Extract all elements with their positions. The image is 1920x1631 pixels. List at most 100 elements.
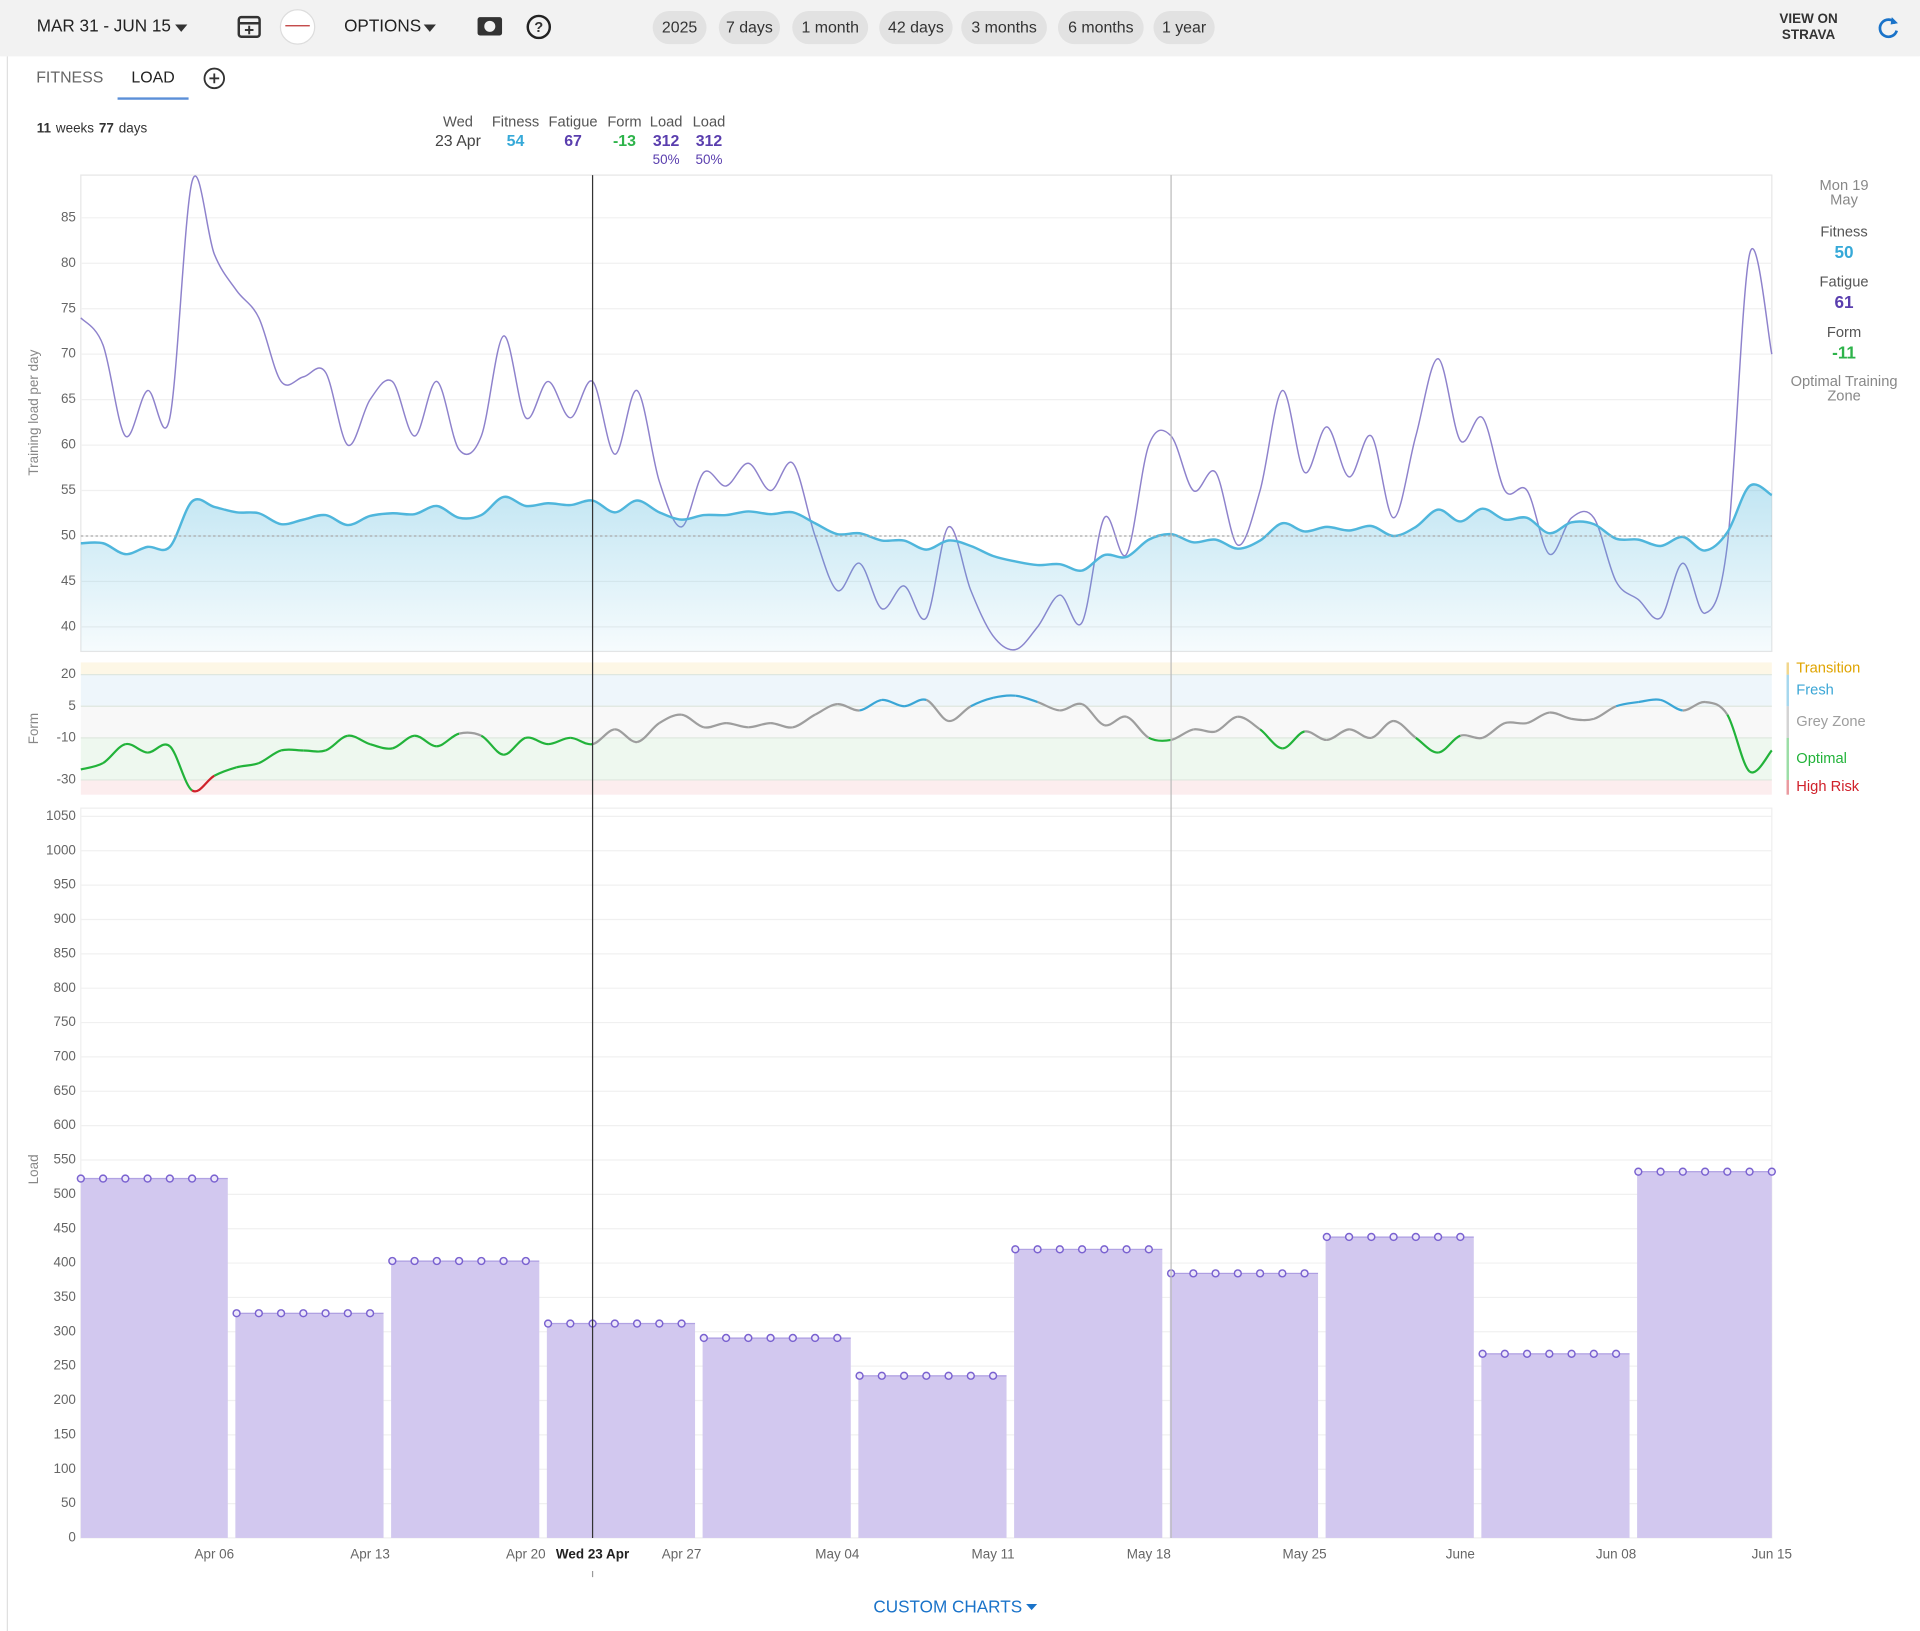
day-dot <box>655 1319 664 1328</box>
day-dot <box>1611 1349 1621 1358</box>
day-dot <box>210 1174 219 1183</box>
day-dot <box>388 1256 397 1266</box>
form-line <box>881 698 905 708</box>
day-dot <box>1255 1269 1265 1278</box>
period-button[interactable] <box>879 11 953 45</box>
day-dot <box>1055 1245 1064 1254</box>
form-line <box>147 743 171 754</box>
y-tick-label: 450 <box>53 1220 75 1235</box>
y-tick-label: 150 <box>53 1426 75 1441</box>
bar <box>1169 1273 1319 1538</box>
form-line <box>903 698 927 708</box>
avatar[interactable] <box>279 9 316 45</box>
day-dot <box>1522 1349 1532 1358</box>
period-button[interactable] <box>718 11 781 45</box>
day-dot <box>1344 1232 1354 1242</box>
calendar-icon[interactable] <box>237 15 261 38</box>
y-tick-label: 650 <box>53 1083 75 1098</box>
bar <box>546 1323 696 1538</box>
tooltip-label: Load <box>650 114 683 130</box>
period-button[interactable] <box>1057 11 1144 45</box>
day-dot <box>810 1333 820 1343</box>
help-icon[interactable]: ? <box>526 14 552 40</box>
day-dot <box>299 1309 308 1318</box>
y-tick-label: 50 <box>61 1495 76 1510</box>
strava-link[interactable]: VIEW ON <box>1779 11 1837 26</box>
toolbar <box>0 0 1920 57</box>
zone-stripe <box>1786 737 1789 780</box>
form-line <box>1237 715 1261 731</box>
tooltip-value: 54 <box>507 133 525 150</box>
period-label[interactable]: 7 days <box>726 19 773 36</box>
form-line <box>547 736 571 746</box>
tab[interactable]: FITNESS <box>36 70 103 87</box>
form-line <box>325 734 349 752</box>
form-line <box>102 743 126 765</box>
day-dot <box>1545 1349 1554 1358</box>
form-line <box>1437 734 1461 754</box>
period-button[interactable] <box>1153 11 1215 45</box>
period-label[interactable]: 6 months <box>1068 19 1133 36</box>
bar <box>1637 1171 1772 1538</box>
form-line <box>436 732 460 748</box>
refresh-icon[interactable] <box>1878 17 1899 39</box>
day-dot <box>1634 1167 1643 1176</box>
y-tick-label: 60 <box>61 437 76 452</box>
day-dot <box>1723 1167 1732 1176</box>
form-line <box>703 721 727 729</box>
form-line <box>414 734 437 748</box>
y-tick-label: 70 <box>61 346 76 361</box>
day-dot <box>321 1309 330 1318</box>
caret <box>1026 1604 1038 1611</box>
y-tick-label: 80 <box>61 255 76 270</box>
form-line <box>992 694 1016 699</box>
period-label[interactable]: 42 days <box>888 19 944 36</box>
y-tick-label: 0 <box>68 1530 75 1545</box>
y-tick-label: 40 <box>61 618 76 633</box>
days: 77 <box>99 120 114 135</box>
day-dot <box>1656 1167 1665 1176</box>
form-line <box>681 713 705 729</box>
period-button[interactable] <box>792 11 869 45</box>
day-dot <box>477 1256 486 1266</box>
period-button[interactable] <box>652 11 707 45</box>
period-label[interactable]: 2025 <box>662 19 698 36</box>
form-line <box>1549 711 1572 720</box>
options-button[interactable]: OPTIONS <box>344 15 421 35</box>
cursor-label-bg <box>552 1545 633 1565</box>
tab-active[interactable]: LOAD <box>131 70 174 87</box>
tooltip-value: 67 <box>564 133 582 150</box>
fitness-area <box>80 484 1772 652</box>
form-line <box>258 749 282 765</box>
day-dot <box>365 1309 375 1318</box>
date-range[interactable]: MAR 31 - JUN 15 <box>37 15 171 35</box>
day-dot <box>944 1371 953 1380</box>
add-tab[interactable] <box>203 67 226 90</box>
side-value: 50 <box>1835 242 1854 262</box>
zone-label: Transition <box>1796 660 1860 676</box>
y-tick-label: 300 <box>53 1323 75 1338</box>
tooltip-label: Fatigue <box>549 114 598 130</box>
form-line <box>1059 702 1083 712</box>
day-dot <box>187 1174 197 1183</box>
form-line <box>837 703 860 712</box>
day-dot <box>877 1371 886 1380</box>
day-dot <box>1411 1232 1420 1242</box>
zone-label: High Risk <box>1796 779 1860 795</box>
period-label[interactable]: 1 month <box>801 19 858 36</box>
form-line <box>1526 711 1550 725</box>
strava-link[interactable]: STRAVA <box>1782 27 1836 42</box>
side-label: Fatigue <box>1820 275 1869 291</box>
side-zone: Zone <box>1827 389 1860 405</box>
form-line <box>614 728 638 744</box>
period-label[interactable]: 1 year <box>1162 19 1207 36</box>
day-dot <box>1433 1232 1443 1242</box>
period-label[interactable]: 3 months <box>971 19 1036 36</box>
period-button[interactable] <box>961 11 1047 45</box>
camera-icon[interactable] <box>477 17 503 36</box>
form-line <box>458 731 482 737</box>
y-tick-label: 700 <box>53 1048 75 1063</box>
custom-charts-button[interactable]: CUSTOM CHARTS <box>873 1596 1022 1616</box>
caret <box>423 24 436 32</box>
day-dot <box>1767 1167 1776 1176</box>
